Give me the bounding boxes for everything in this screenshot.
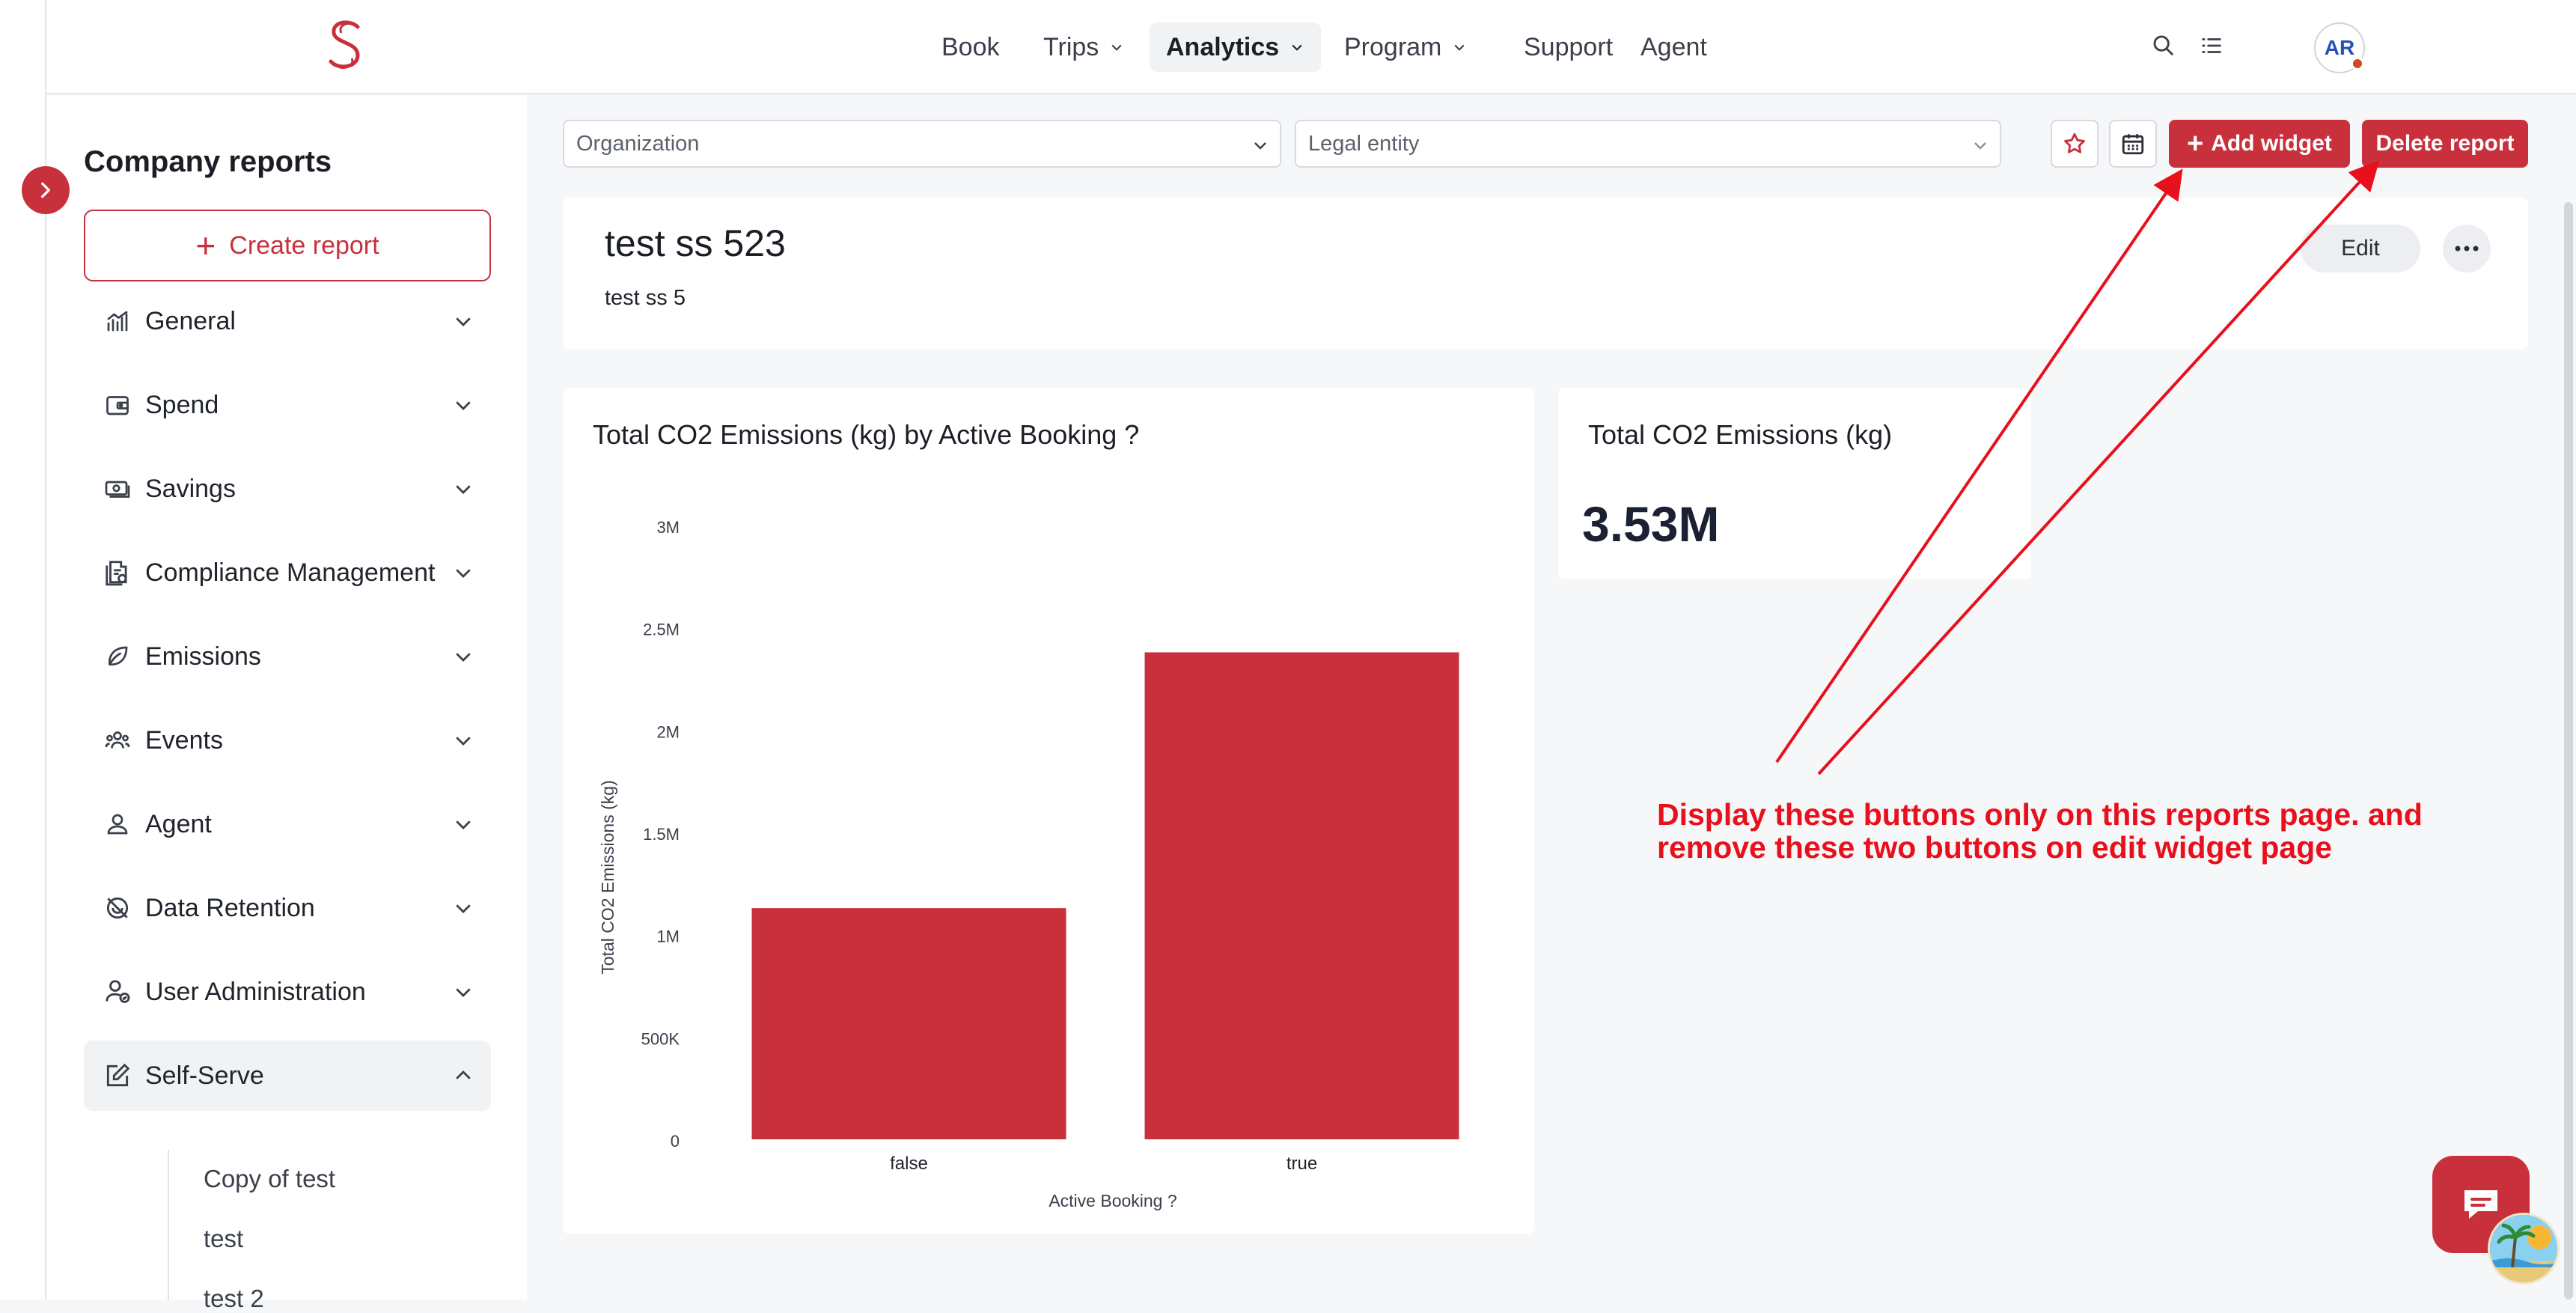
notification-dot bbox=[2351, 57, 2364, 70]
brand-logo[interactable] bbox=[325, 19, 367, 72]
edit-icon bbox=[102, 1060, 133, 1091]
sidebar-item-savings[interactable]: Savings bbox=[84, 454, 491, 524]
chevron-up-icon bbox=[456, 1070, 471, 1079]
sidebar-item-spend[interactable]: Spend bbox=[84, 370, 491, 440]
report-description: test ss 5 bbox=[605, 286, 686, 310]
sidebar-item-compliance-management[interactable]: Compliance Management bbox=[84, 537, 491, 608]
nav-support[interactable]: Support bbox=[1524, 32, 1614, 61]
create-report-button[interactable]: + Create report bbox=[84, 210, 491, 281]
chart-icon bbox=[102, 305, 133, 337]
nav-analytics[interactable]: Analytics bbox=[1150, 22, 1322, 72]
chevron-down-icon bbox=[456, 988, 471, 997]
plus-icon: + bbox=[2187, 128, 2204, 159]
bar-chart-widget[interactable]: Total CO2 Emissions (kg) by Active Booki… bbox=[563, 388, 1534, 1234]
money-icon bbox=[102, 473, 133, 505]
nav-trips[interactable]: Trips bbox=[1027, 22, 1141, 72]
chevron-down-icon bbox=[1974, 142, 1986, 150]
y-tick-label: 1M bbox=[656, 927, 680, 946]
y-tick-label: 500K bbox=[641, 1029, 680, 1048]
kpi-value: 3.53M bbox=[1582, 496, 1720, 552]
wallet-icon bbox=[102, 389, 133, 421]
sidebar-item-general[interactable]: General bbox=[84, 286, 491, 356]
list-icon[interactable] bbox=[2199, 33, 2224, 58]
sidebar-item-agent[interactable]: Agent bbox=[84, 789, 491, 859]
eye-off-icon bbox=[102, 892, 133, 924]
sidebar-subitem-copy-of-test[interactable]: Copy of test bbox=[204, 1165, 336, 1192]
chevron-down-icon bbox=[1454, 44, 1465, 51]
chevron-right-icon bbox=[41, 182, 50, 198]
bar-true bbox=[1144, 652, 1459, 1139]
sidebar-item-emissions[interactable]: Emissions bbox=[84, 621, 491, 692]
y-tick-label: 2.5M bbox=[643, 621, 680, 639]
sidebar-item-user-administration[interactable]: User Administration bbox=[84, 957, 491, 1027]
y-tick-label: 3M bbox=[656, 518, 680, 537]
reports-sidebar: Company reports + Create report General S… bbox=[46, 96, 527, 1312]
x-tick-label: true bbox=[1287, 1154, 1317, 1174]
nav-book[interactable]: Book bbox=[941, 32, 1000, 61]
sidebar-subitem-test[interactable]: test bbox=[204, 1225, 244, 1252]
more-options-button[interactable] bbox=[2443, 225, 2491, 272]
y-axis-title: Total CO2 Emissions (kg) bbox=[598, 780, 617, 974]
leaf-icon bbox=[102, 641, 133, 672]
chevron-down-icon bbox=[456, 569, 471, 578]
legal-entity-select[interactable]: Legal entity bbox=[1295, 120, 2001, 168]
y-tick-label: 0 bbox=[671, 1132, 680, 1151]
sidebar-item-self-serve[interactable]: Self-Serve bbox=[84, 1041, 491, 1111]
chevron-down-icon bbox=[456, 737, 471, 746]
nav-agent[interactable]: Agent bbox=[1640, 32, 1707, 61]
chevron-down-icon bbox=[456, 904, 471, 913]
kpi-title: Total CO2 Emissions (kg) bbox=[1588, 419, 1893, 450]
x-axis-title: Active Booking ? bbox=[1049, 1191, 1176, 1210]
top-navigation: Book Trips Analytics Program Support Age… bbox=[46, 0, 2576, 94]
sidebar-item-events[interactable]: Events bbox=[84, 705, 491, 776]
nav-program[interactable]: Program bbox=[1328, 22, 1483, 72]
chevron-down-icon bbox=[456, 317, 471, 326]
submenu-divider bbox=[168, 1150, 169, 1300]
y-tick-label: 1.5M bbox=[643, 825, 680, 844]
person-icon bbox=[102, 808, 133, 840]
x-tick-label: false bbox=[890, 1154, 928, 1174]
people-icon bbox=[102, 725, 133, 756]
left-rail bbox=[0, 0, 46, 1300]
date-range-button[interactable] bbox=[2109, 120, 2157, 168]
edit-report-button[interactable]: Edit bbox=[2301, 225, 2420, 272]
sidebar-item-data-retention[interactable]: Data Retention bbox=[84, 873, 491, 943]
sidebar-title: Company reports bbox=[84, 145, 332, 178]
annotation-note: Display these buttons only on this repor… bbox=[1657, 797, 2423, 865]
favorite-button[interactable] bbox=[2051, 120, 2099, 168]
user-avatar[interactable]: AR bbox=[2314, 22, 2365, 73]
chevron-down-icon bbox=[1292, 44, 1302, 51]
chevron-down-icon bbox=[456, 401, 471, 410]
expand-sidebar-button[interactable] bbox=[22, 166, 70, 214]
chevron-down-icon bbox=[1111, 44, 1122, 51]
user-check-icon bbox=[102, 976, 133, 1008]
organization-select[interactable]: Organization bbox=[563, 120, 1281, 168]
document-check-icon bbox=[102, 557, 133, 588]
add-widget-button[interactable]: + Add widget bbox=[2169, 120, 2350, 168]
y-tick-label: 2M bbox=[656, 722, 680, 741]
report-header-card: test ss 523 test ss 5 Edit bbox=[563, 198, 2528, 349]
sidebar-subitem-test-2[interactable]: test 2 bbox=[204, 1285, 264, 1312]
calendar-icon bbox=[2122, 134, 2144, 155]
chevron-down-icon bbox=[456, 653, 471, 662]
bar-chart: 0 500K 1M 1.5M 2M 2.5M 3M false true Active Booki… bbox=[598, 518, 1459, 1210]
chevron-down-icon bbox=[456, 485, 471, 494]
chevron-down-icon bbox=[1254, 142, 1266, 150]
page-scrollbar[interactable] bbox=[2564, 202, 2573, 1300]
assistant-avatar[interactable] bbox=[2488, 1213, 2560, 1285]
kpi-widget[interactable]: Total CO2 Emissions (kg) 3.53M bbox=[1558, 388, 2031, 579]
plus-icon: + bbox=[195, 226, 216, 265]
delete-report-button[interactable]: Delete report bbox=[2362, 120, 2528, 168]
search-icon[interactable] bbox=[2151, 33, 2176, 58]
chevron-down-icon bbox=[456, 820, 471, 829]
chat-icon bbox=[2464, 1190, 2497, 1219]
more-horizontal-icon bbox=[2455, 246, 2479, 252]
chart-title: Total CO2 Emissions (kg) by Active Booki… bbox=[593, 419, 1140, 450]
star-icon bbox=[2064, 132, 2085, 153]
report-title: test ss 523 bbox=[605, 222, 786, 264]
bar-false bbox=[751, 908, 1066, 1139]
